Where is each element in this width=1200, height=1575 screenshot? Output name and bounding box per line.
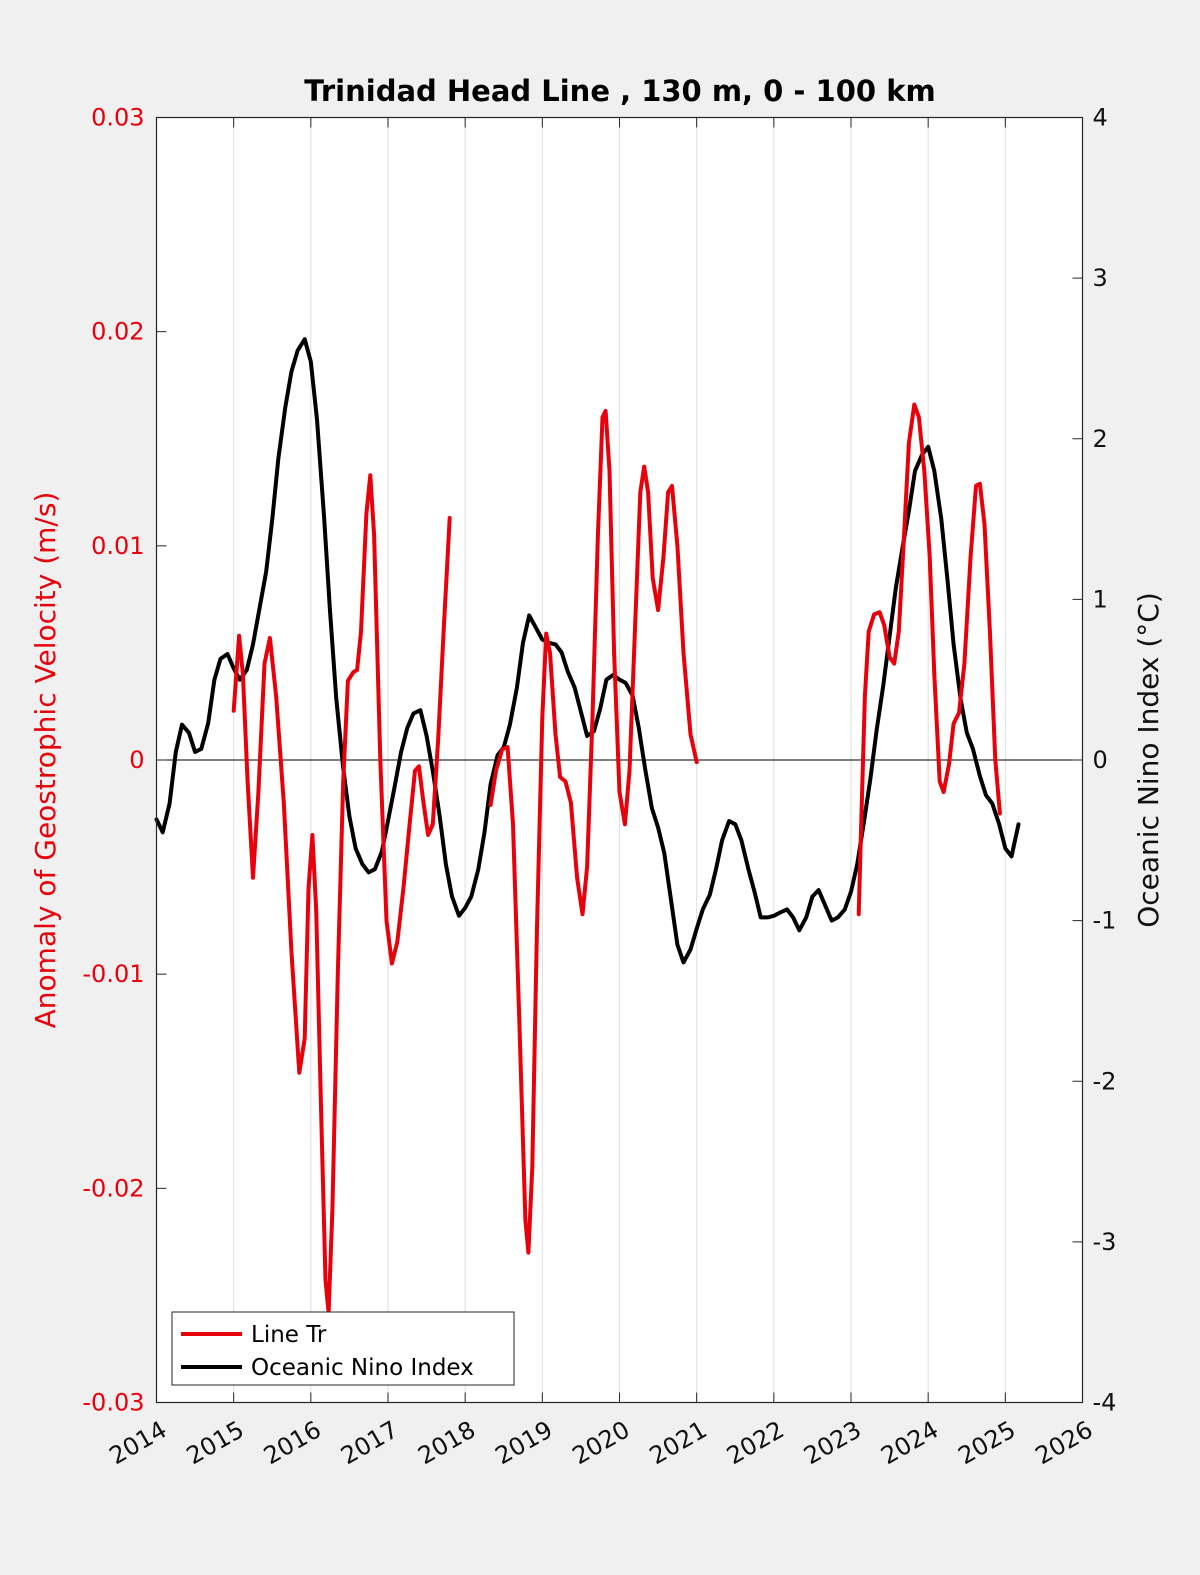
legend: Line Tr Oceanic Nino Index — [171, 1311, 515, 1386]
series-line-line-tr-segment-3 — [856, 402, 1002, 917]
y-right-tick-label: 0 — [1093, 746, 1108, 774]
left-axis-label: Anomaly of Geostrophic Velocity (m/s) — [29, 492, 62, 1029]
y-right-tick-label: -4 — [1093, 1389, 1117, 1417]
right-y-axis: -4 -3 -2 -1 0 1 2 3 4 — [1072, 104, 1117, 1417]
y-left-tick-label: -0.03 — [82, 1389, 144, 1417]
y-left-tick-label: 0.01 — [91, 532, 144, 560]
series-line-oni-segment-1 — [154, 337, 1021, 965]
y-left-tick-label: 0.03 — [91, 104, 144, 132]
y-left-tick-label: 0.02 — [91, 318, 144, 346]
chart-title: Trinidad Head Line , 130 m, 0 - 100 km — [304, 74, 935, 108]
legend-label-oni: Oceanic Nino Index — [251, 1355, 474, 1381]
y-right-tick-label: 4 — [1093, 104, 1108, 132]
y-right-tick-label: 2 — [1093, 425, 1108, 453]
y-right-tick-label: -3 — [1093, 1228, 1117, 1256]
y-left-tick-label: -0.02 — [82, 1174, 144, 1202]
legend-label-line-tr: Line Tr — [251, 1322, 327, 1348]
y-right-tick-label: -1 — [1093, 907, 1117, 935]
series-line-line-tr-segment-2 — [488, 408, 699, 1255]
legend-box — [171, 1311, 515, 1386]
y-right-tick-label: -2 — [1093, 1067, 1117, 1095]
y-right-tick-label: 1 — [1093, 585, 1108, 613]
series-layer — [154, 337, 1021, 1315]
y-left-tick-label: -0.01 — [82, 960, 144, 988]
right-axis-label: Oceanic Nino Index (°C) — [1132, 592, 1165, 928]
series-line-line-tr-segment-1 — [231, 473, 452, 1315]
y-left-tick-label: 0 — [129, 746, 144, 774]
left-y-axis: -0.03 -0.02 -0.01 0 0.01 0.02 0.03 — [82, 104, 167, 1417]
y-right-tick-label: 3 — [1093, 264, 1108, 292]
